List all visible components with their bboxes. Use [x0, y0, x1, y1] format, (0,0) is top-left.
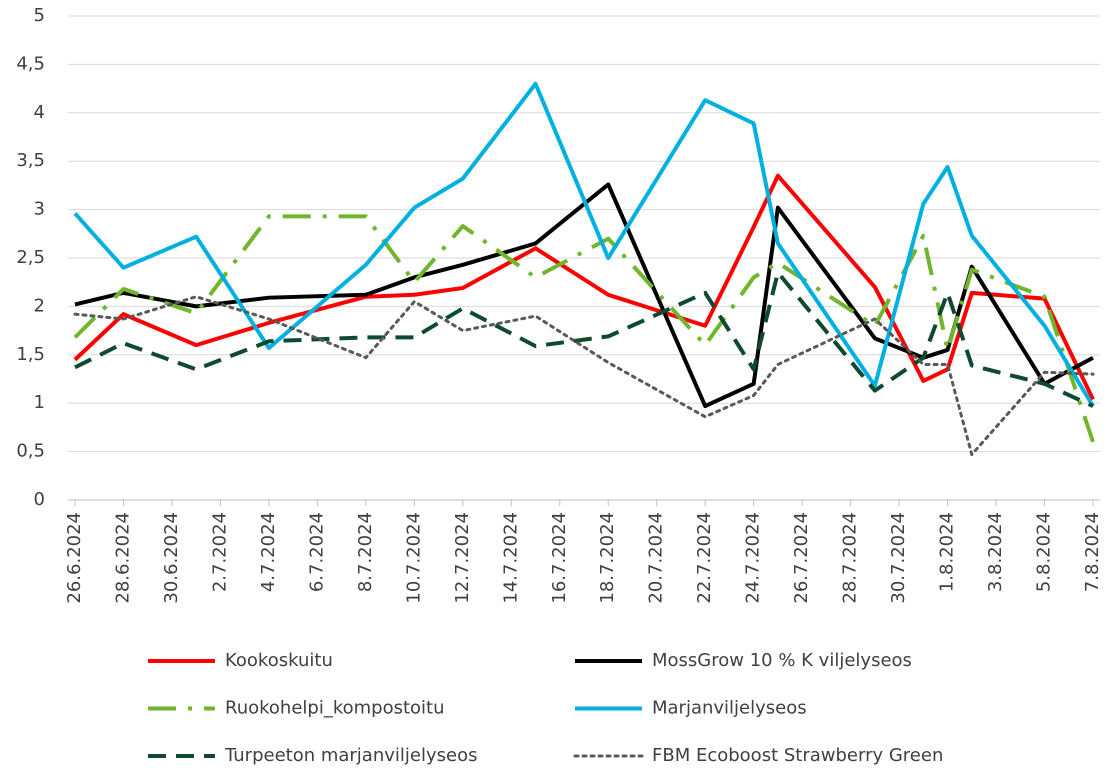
legend-label: Marjanviljelyseos	[652, 698, 807, 719]
series-line	[73, 295, 1095, 457]
y-tick-label: 2	[34, 295, 45, 316]
x-tick-label: 8.7.2024	[355, 512, 376, 592]
x-tick-label: 18.7.2024	[597, 512, 618, 604]
legend-label: MossGrow 10 % K viljelyseos	[652, 650, 912, 671]
y-tick-label: 3	[34, 199, 45, 220]
legend-label: Turpeeton marjanviljelyseos	[224, 745, 477, 766]
x-tick-label: 20.7.2024	[646, 512, 667, 604]
y-tick-label: 4	[34, 102, 45, 123]
x-tick-label: 4.7.2024	[258, 512, 279, 592]
x-tick-label: 16.7.2024	[549, 512, 570, 604]
y-tick-label: 1,5	[16, 344, 45, 365]
x-tick-label: 2.7.2024	[209, 512, 230, 592]
x-tick-label: 3.8.2024	[985, 512, 1006, 592]
legend-label: Ruokohelpi_kompostoitu	[225, 698, 445, 719]
series-line	[73, 81, 1095, 408]
x-tick-label: 12.7.2024	[452, 512, 473, 604]
x-tick-label: 1.8.2024	[937, 512, 958, 592]
legend-label: FBM Ecoboost Strawberry Green	[652, 745, 943, 766]
x-tick-label: 26.6.2024	[64, 512, 85, 604]
series-line	[74, 270, 1094, 408]
x-tick-label: 30.7.2024	[888, 512, 909, 604]
y-tick-label: 3,5	[16, 150, 45, 171]
y-tick-label: 0	[34, 489, 45, 510]
y-tick-label: 4,5	[16, 53, 45, 74]
x-tick-label: 10.7.2024	[403, 512, 424, 604]
x-tick-label: 7.8.2024	[1082, 512, 1103, 592]
y-tick-label: 0,5	[16, 441, 45, 462]
y-tick-label: 1	[34, 392, 45, 413]
x-tick-label: 6.7.2024	[306, 512, 327, 592]
series-line	[73, 214, 1095, 443]
x-tick-label: 28.7.2024	[840, 512, 861, 604]
y-tick-label: 2,5	[16, 247, 45, 268]
y-tick-label: 5	[34, 5, 45, 26]
x-tick-label: 24.7.2024	[743, 512, 764, 604]
x-tick-label: 28.6.2024	[112, 512, 133, 604]
x-tick-label: 5.8.2024	[1034, 512, 1055, 592]
x-tick-label: 22.7.2024	[694, 512, 715, 604]
x-tick-label: 14.7.2024	[500, 512, 521, 604]
x-tick-label: 30.6.2024	[161, 512, 182, 604]
x-tick-label: 26.7.2024	[791, 512, 812, 604]
legend-label: Kookoskuitu	[225, 650, 333, 671]
